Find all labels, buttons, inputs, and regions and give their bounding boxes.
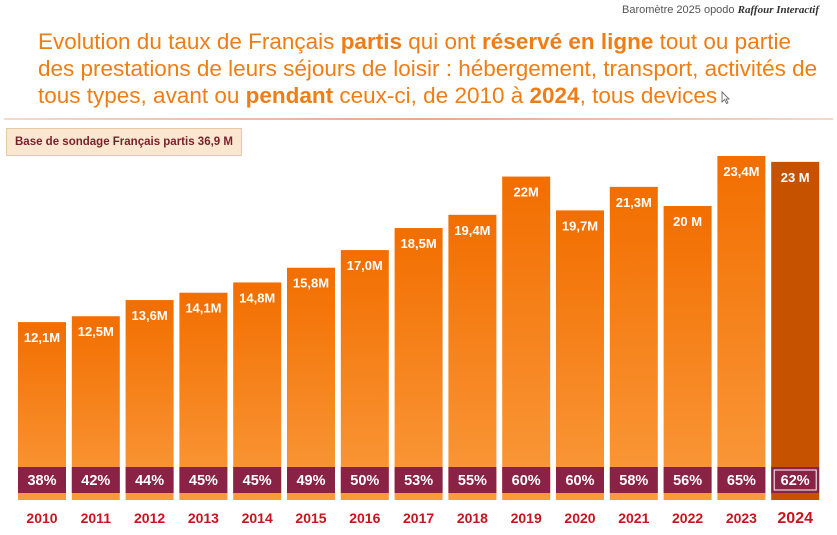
x-tick-label: 2015 [295,510,326,526]
value-label: 20 M [673,214,702,229]
value-label: 19,7M [562,218,598,233]
x-tick-label: 2011 [81,510,112,526]
x-tick-label: 2017 [403,510,434,526]
percent-highlight-frame [773,469,817,491]
source-brand: Raffour Interactif [737,4,819,16]
x-tick-label: 2016 [349,510,380,526]
percent-band [502,467,551,493]
percent-band [663,467,712,493]
percent-label: 58% [619,473,648,489]
percent-band [125,467,174,493]
percent-label: 42% [81,473,110,489]
title-part: Evolution du taux de Français [38,29,341,54]
percent-label: 44% [135,473,164,489]
percent-label: 65% [727,473,756,489]
percent-band [771,467,820,493]
bar [502,176,551,501]
x-tick-label: 2020 [564,510,595,526]
value-label: 14,1M [185,301,221,316]
bar [340,250,389,500]
bar [717,156,766,500]
value-label: 12,5M [78,324,114,339]
percent-band [609,467,658,493]
x-tick-label: 2012 [134,510,165,526]
value-label: 23 M [781,170,810,185]
percent-band [179,467,228,493]
x-tick-label: 2018 [457,510,488,526]
value-label: 18,5M [401,236,437,251]
percent-label: 62% [781,473,810,489]
percent-label: 49% [296,473,325,489]
source-credit: Baromètre 2025 opodo Raffour Interactif [622,4,819,16]
x-tick-label: 2024 [777,510,813,527]
percent-band [394,467,443,493]
percent-label: 53% [404,473,433,489]
title-part: partis [340,29,402,54]
value-label: 12,1M [24,330,60,345]
value-label: 22M [514,185,539,200]
bar [663,205,712,500]
percent-band [717,467,766,493]
percent-label: 38% [27,473,56,489]
x-tick-label: 2013 [188,510,219,526]
bar [125,300,174,500]
value-label: 13,6M [132,308,168,323]
percent-label: 50% [350,473,379,489]
x-tick-label: 2010 [26,510,57,526]
value-label: 15,8M [293,276,329,291]
percent-label: 55% [458,473,487,489]
title-part: réservé en ligne [482,29,654,54]
x-tick-label: 2022 [672,510,703,526]
title-part: 2024 [529,83,580,108]
mouse-cursor-icon [721,90,731,104]
percent-label: 60% [512,473,541,489]
percent-band [18,467,66,493]
title-part: ceux-ci, de 2010 à [333,83,530,108]
sample-base-label: Base de sondage Français partis 36,9 M [6,128,242,156]
percent-label: 56% [673,473,702,489]
bar [556,210,604,500]
value-label: 19,4M [454,223,490,238]
percent-band [448,467,497,493]
x-tick-label: 2014 [242,510,273,526]
bar [771,161,820,500]
value-label: 23,4M [723,164,759,179]
bar [287,267,335,500]
bar [233,282,282,500]
percent-band [233,467,282,493]
x-tick-label: 2019 [511,510,542,526]
percent-band [71,467,120,493]
percent-band [556,467,604,493]
bar [609,186,658,500]
title-part: qui ont [401,29,483,54]
value-label: 21,3M [616,195,652,210]
x-tick-label: 2021 [618,510,649,526]
percent-label: 45% [189,473,218,489]
bar [394,228,443,501]
title-part: tout ou partie des prestations de leurs … [38,29,818,108]
title-part: pendant [245,83,334,108]
percent-label: 60% [565,473,594,489]
value-label: 17,0M [347,258,383,273]
bar [448,214,497,501]
chart-title: Evolution du taux de Français partis qui… [38,28,828,109]
value-label: 14,8M [239,290,275,305]
bar [179,292,228,500]
percent-band [340,467,389,493]
percent-band [287,467,335,493]
title-divider [4,118,833,120]
title-part: , tous devices [579,83,718,108]
source-text: Baromètre 2025 opodo [622,4,735,16]
percent-label: 45% [243,473,272,489]
x-tick-label: 2023 [726,510,757,526]
